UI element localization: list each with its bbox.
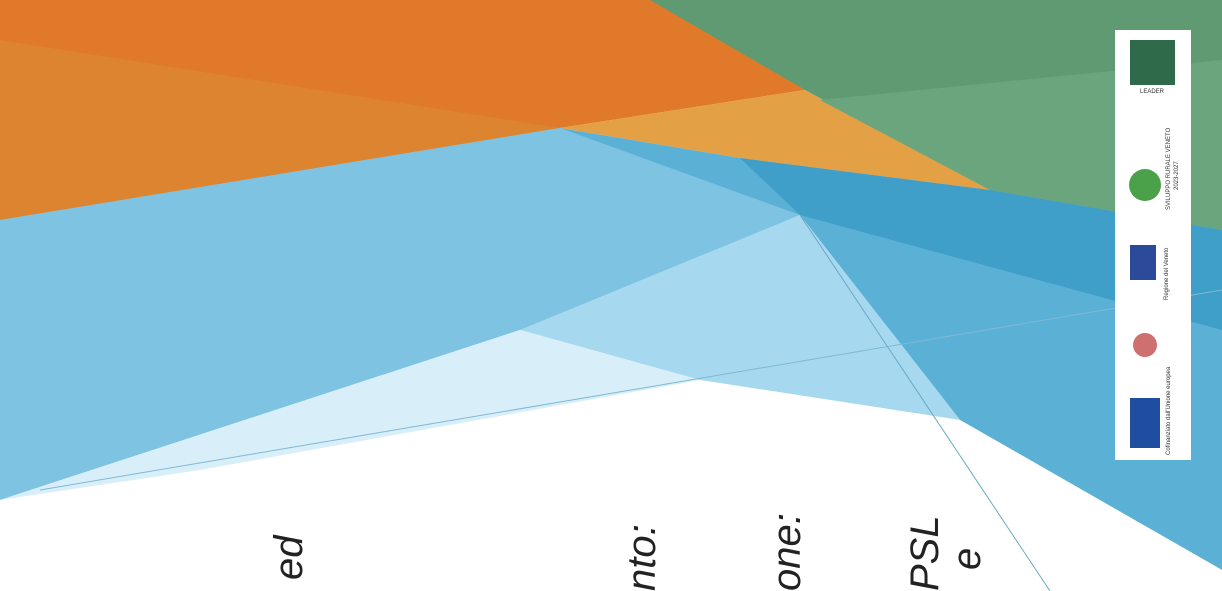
- leader-label: LEADER: [1140, 89, 1165, 95]
- pale-blue-shape: [520, 215, 960, 420]
- title-fragment: one:: [765, 513, 809, 591]
- white-shape: [0, 330, 1222, 591]
- thin-line: [39, 289, 1222, 491]
- white-shade: [0, 330, 700, 500]
- thin-line: [799, 214, 1051, 591]
- rural-logo: [1129, 169, 1161, 201]
- dark-blue-shape: [740, 158, 1222, 330]
- light-orange-shape: [560, 90, 990, 190]
- eu-logo: [1130, 398, 1160, 448]
- rural-years: 2023-2027: [1174, 161, 1180, 190]
- region-label: Regione del Veneto: [1164, 247, 1170, 300]
- eu-label: Cofinanziato dall'Unione europea: [1166, 366, 1172, 455]
- rural-label: SVILUPPO RURALE VENETO: [1166, 127, 1172, 210]
- title-fragment: PSL: [903, 515, 947, 591]
- leader-logo: [1130, 40, 1175, 85]
- orange-shade: [0, 40, 560, 220]
- region-logo: [1130, 245, 1156, 280]
- republic-emblem: [1133, 333, 1157, 357]
- title-fragment: e: [945, 548, 989, 570]
- title-fragment: ed: [267, 534, 311, 580]
- light-blue-shape: [0, 128, 800, 500]
- title-fragment: nto:: [620, 524, 664, 591]
